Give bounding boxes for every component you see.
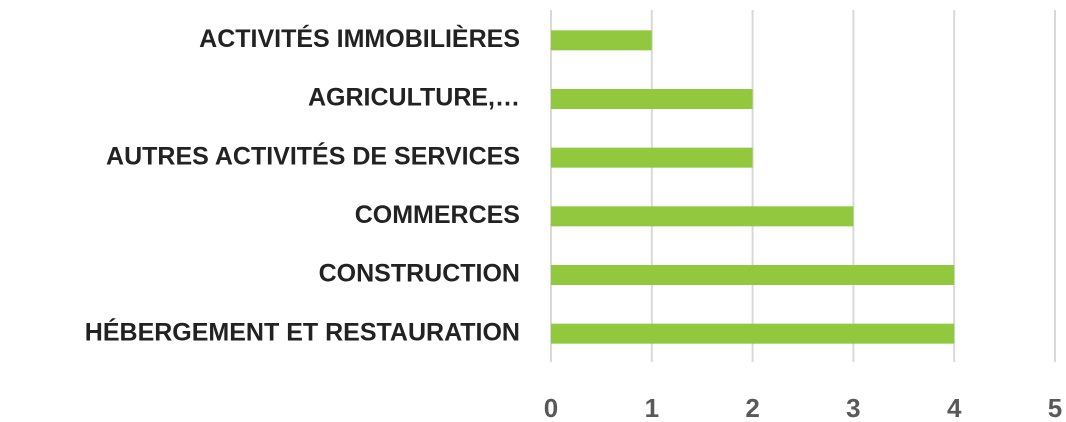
y-tick-label: HÉBERGEMENT ET RESTAURATION xyxy=(85,317,520,346)
x-tick-label: 1 xyxy=(645,393,659,422)
x-tick-label: 2 xyxy=(745,393,759,422)
bar xyxy=(551,265,955,285)
bar xyxy=(551,89,753,109)
bar xyxy=(551,206,854,227)
y-tick-label: COMMERCES xyxy=(355,201,520,229)
y-tick-label: ACTIVITÉS IMMOBILIÈRES xyxy=(199,24,520,53)
x-tick-label: 3 xyxy=(846,393,860,422)
x-tick-label: 5 xyxy=(1048,393,1062,422)
y-tick-label: AUTRES ACTIVITÉS DE SERVICES xyxy=(106,141,520,170)
bar xyxy=(551,30,652,51)
bar xyxy=(551,323,955,344)
x-tick-label: 0 xyxy=(544,393,558,422)
x-tick-label: 4 xyxy=(947,393,962,422)
y-tick-label: AGRICULTURE,… xyxy=(308,84,520,112)
bar xyxy=(551,147,753,168)
y-tick-label: CONSTRUCTION xyxy=(319,260,520,288)
